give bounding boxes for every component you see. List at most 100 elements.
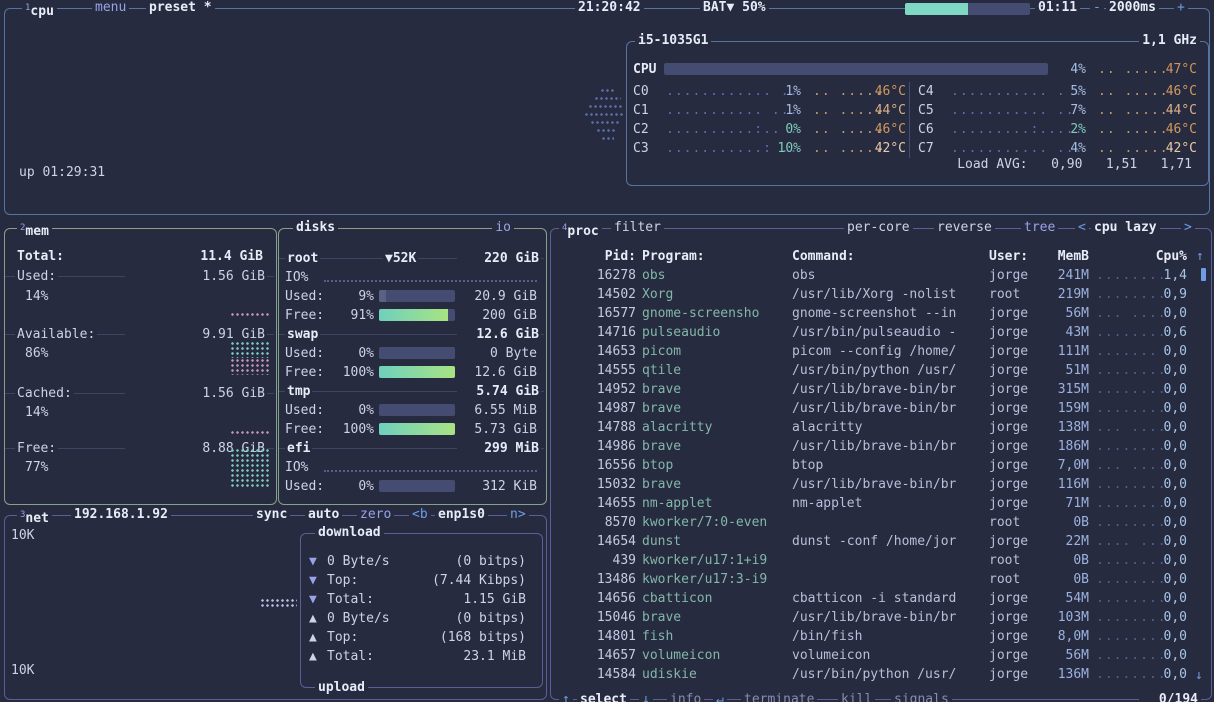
core-id: C3 [633, 141, 649, 156]
table-row[interactable]: 14987 brave /usr/lib/brave-bin/br jorge … [551, 399, 1209, 418]
table-row[interactable]: 14654 dunst dunst -conf /home/jor jorge … [551, 532, 1209, 551]
net-auto-toggle[interactable]: auto [305, 507, 343, 523]
cell-cpu-graph: ........ [1096, 572, 1167, 587]
net-iface-prev-button[interactable]: <b [409, 507, 431, 523]
table-row[interactable]: 13486 kworker/u17:3-i9 root 0B ........ … [551, 570, 1209, 589]
terminate-action[interactable]: terminate [741, 692, 818, 702]
select-down-icon[interactable]: ↓ [639, 692, 653, 702]
cell-cpu-graph: ........ [1096, 553, 1167, 568]
net-sync-toggle[interactable]: sync [253, 507, 291, 523]
proc-tree-toggle[interactable]: tree [1021, 220, 1059, 236]
core-temp: 44°C [1165, 103, 1197, 118]
net-box-title[interactable]: 3net [17, 507, 52, 526]
disks-io-toggle[interactable]: io [492, 220, 514, 236]
table-row[interactable]: 8570 kworker/7:0-even root 0B ........ 0… [551, 513, 1209, 532]
cell-cpu-graph: ........ [1096, 268, 1167, 283]
proc-box-title[interactable]: 4proc [559, 220, 602, 239]
net-zero-toggle[interactable]: zero [357, 507, 395, 523]
preset-button[interactable]: preset * [146, 0, 215, 16]
proc-scrollbar[interactable] [1201, 268, 1206, 281]
scroll-down-icon[interactable]: ↓ [1195, 668, 1203, 683]
interval-value: 2000ms [1106, 0, 1159, 16]
core-pct: 7% [1070, 103, 1086, 118]
interval-increase-button[interactable]: + [1174, 0, 1188, 16]
proc-sort-next-button[interactable]: > [1181, 220, 1195, 236]
mem-cached-row: Cached: 1.56 GiB [5, 384, 274, 403]
table-row[interactable]: 14655 nm-applet nm-applet jorge 71M ....… [551, 494, 1209, 513]
table-row[interactable]: 16278 obs obs jorge 241M ........ 1,4 [551, 266, 1209, 285]
table-row[interactable]: 439 kworker/u17:1+i9 root 0B ........ 0,… [551, 551, 1209, 570]
core-graph: ............ .. [666, 84, 799, 99]
cell-cpu: 0,0 [1163, 667, 1187, 682]
cpu-box-title[interactable]: 1cpu [22, 0, 57, 19]
cell-command: /usr/bin/python /usr/ [792, 667, 957, 682]
col-mem[interactable]: MemB [1057, 249, 1089, 264]
cell-mem: 8,0M [1057, 629, 1089, 644]
table-row[interactable]: 16556 btop btop jorge 7,0M ... .... 0,0 [551, 456, 1209, 475]
table-row[interactable]: 15032 brave /usr/lib/brave-bin/br jorge … [551, 475, 1209, 494]
select-up-icon[interactable]: ↑ [559, 692, 573, 702]
cpu-graph-dots [597, 129, 617, 133]
core-pct: 1% [785, 84, 801, 99]
proc-sort-prev-button[interactable]: < [1075, 220, 1089, 236]
proc-reverse-toggle[interactable]: reverse [934, 220, 995, 236]
battery-meter-fill [905, 3, 968, 15]
table-row[interactable]: 14788 alacritty alacritty jorge 138M ...… [551, 418, 1209, 437]
cell-cpu-graph: ... .... [1096, 458, 1167, 473]
info-action[interactable]: info [667, 692, 705, 702]
table-row[interactable]: 14716 pulseaudio /usr/bin/pulseaudio - j… [551, 323, 1209, 342]
proc-filter-button[interactable]: filter [611, 220, 664, 236]
col-cpu[interactable]: Cpu% [1155, 249, 1187, 264]
mem-cached-graph [231, 359, 269, 375]
col-program[interactable]: Program: [642, 249, 705, 264]
cell-user: jorge [989, 534, 1029, 549]
cell-user: root [989, 515, 1021, 530]
kill-action[interactable]: kill [838, 692, 876, 702]
cell-mem: 56M [1065, 648, 1089, 663]
table-row[interactable]: 14986 brave /usr/lib/brave-bin/br jorge … [551, 437, 1209, 456]
table-row[interactable]: 14653 picom picom --config /home/ jorge … [551, 342, 1209, 361]
table-row[interactable]: 14584 udiskie /usr/bin/python /usr/ jorg… [551, 665, 1209, 684]
table-row[interactable]: 14656 cbatticon cbatticon -i standard jo… [551, 589, 1209, 608]
cell-user: jorge [989, 458, 1029, 473]
col-command[interactable]: Command: [792, 249, 855, 264]
core-pct: 2% [1070, 122, 1086, 137]
cell-mem: 43M [1065, 325, 1089, 340]
table-row[interactable]: 14952 brave /usr/lib/brave-bin/br jorge … [551, 380, 1209, 399]
interval-decrease-button[interactable]: - [1090, 0, 1104, 16]
core-mini-graph: .. ..... [813, 141, 884, 156]
disks-box-title[interactable]: disks [293, 220, 339, 236]
cell-program: qtile [642, 363, 682, 378]
signals-action[interactable]: signals [891, 692, 952, 702]
table-row[interactable]: 14657 volumeicon volumeicon jorge 56M ..… [551, 646, 1209, 665]
cell-cpu: 0,0 [1163, 401, 1187, 416]
mem-box-title[interactable]: 2mem [17, 220, 52, 239]
cell-program: pulseaudio [642, 325, 721, 340]
core-graph: .........:..... [951, 122, 1084, 137]
cell-cpu-graph: ... .... [1096, 306, 1167, 321]
table-row[interactable]: 14555 qtile /usr/bin/python /usr/ jorge … [551, 361, 1209, 380]
table-row[interactable]: 14502 Xorg /usr/lib/Xorg -nolist root 21… [551, 285, 1209, 304]
cell-cpu: 0,0 [1163, 591, 1187, 606]
cell-program: dunst [642, 534, 682, 549]
select-action[interactable]: select [577, 692, 630, 702]
enter-icon[interactable]: ↵ [713, 692, 727, 702]
cell-mem: 138M [1057, 420, 1089, 435]
col-pid[interactable]: Pid: [604, 249, 636, 264]
table-row[interactable]: 15046 brave /usr/lib/brave-bin/br jorge … [551, 608, 1209, 627]
cell-pid: 14655 [596, 496, 636, 511]
cell-pid: 14657 [596, 648, 636, 663]
core-graph: ........... ... [951, 141, 1084, 156]
disk-root-used-row: Used: 9% 20.9 GiB [285, 289, 537, 304]
cell-pid: 14584 [596, 667, 636, 682]
net-stat-row: ▼ 0 Byte/s (0 bitps) [309, 554, 526, 569]
table-row[interactable]: 14801 fish /bin/fish jorge 8,0M ........… [551, 627, 1209, 646]
sort-arrow-icon: ↑ [1196, 249, 1204, 264]
net-iface-next-button[interactable]: n> [507, 507, 529, 523]
cell-program: cbatticon [642, 591, 713, 606]
mem-available-label: Available: [15, 325, 98, 344]
proc-per-core-toggle[interactable]: per-core [844, 220, 913, 236]
col-user[interactable]: User: [989, 249, 1029, 264]
table-row[interactable]: 16577 gnome-screensho gnome-screenshot -… [551, 304, 1209, 323]
menu-button[interactable]: menu [92, 0, 130, 16]
